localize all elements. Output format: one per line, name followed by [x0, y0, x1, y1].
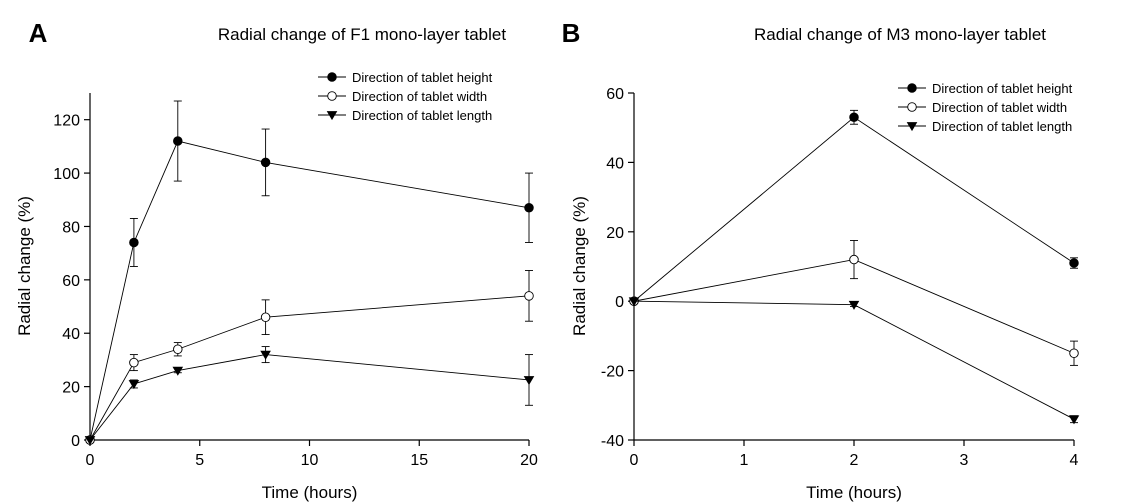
- legend-marker: [907, 83, 917, 93]
- x-tick-label: 0: [630, 452, 639, 469]
- y-axis-label: Radial change (%): [570, 196, 589, 336]
- data-point: [84, 436, 96, 446]
- data-point: [260, 350, 271, 360]
- series-line: [633, 300, 1075, 420]
- legend-marker: [907, 102, 917, 112]
- data-point: [523, 376, 535, 386]
- data-point: [172, 366, 184, 376]
- panel-letter: B: [562, 18, 581, 48]
- x-tick-label: 15: [410, 452, 428, 469]
- legend-label: Direction of tablet height: [932, 81, 1073, 96]
- y-tick-label: 60: [606, 86, 624, 103]
- data-point: [1068, 415, 1080, 425]
- legend-marker: [327, 91, 337, 101]
- y-tick-label: 0: [71, 433, 80, 450]
- legend-marker: [327, 72, 337, 82]
- legend-marker: [326, 111, 338, 121]
- series-0: [85, 100, 534, 445]
- series-2: [628, 297, 1080, 425]
- data-point: [849, 112, 859, 123]
- data-point: [173, 344, 183, 354]
- series-line: [89, 354, 530, 441]
- x-tick-label: 2: [850, 452, 859, 469]
- legend: Direction of tablet height Direction of t…: [898, 81, 1073, 134]
- series-1: [85, 270, 534, 445]
- data-point: [173, 136, 183, 146]
- series-line: [89, 140, 530, 441]
- data-point: [129, 357, 139, 368]
- y-tick-label: 40: [62, 326, 80, 343]
- y-axis-label: Radial change (%): [15, 196, 34, 336]
- chart-panel-b: B Radial change of M3 mono-layer tablet 0 1…: [562, 18, 1080, 502]
- panel-letter: A: [29, 18, 48, 48]
- y-tick-label: 80: [62, 219, 80, 236]
- y-tick-label: 40: [606, 155, 624, 172]
- legend-label: Direction of tablet length: [352, 108, 492, 123]
- x-axis-label: Time (hours): [262, 483, 358, 502]
- chart-title: Radial change of M3 mono-layer tablet: [754, 25, 1046, 44]
- y-tick-label: 100: [53, 166, 80, 183]
- data-point: [260, 312, 271, 322]
- data-point: [524, 203, 534, 213]
- legend-label: Direction of tablet width: [352, 89, 487, 104]
- data-point: [849, 254, 859, 265]
- y-tick-label: 120: [53, 113, 80, 130]
- legend-label: Direction of tablet width: [932, 100, 1067, 115]
- y-tick-label: 0: [615, 294, 624, 311]
- x-tick-label: 20: [520, 452, 538, 469]
- data-point: [628, 297, 640, 307]
- legend: Direction of tablet height Direction of t…: [318, 70, 493, 123]
- y-tick-label: 20: [606, 225, 624, 242]
- data-point: [848, 300, 860, 310]
- y-tick-label: 20: [62, 380, 80, 397]
- legend-marker: [906, 122, 918, 132]
- series-line: [89, 295, 530, 441]
- x-tick-label: 4: [1070, 452, 1079, 469]
- y-tick-label: -20: [601, 364, 624, 381]
- series-2: [84, 346, 535, 446]
- y-tick-label: -40: [601, 433, 624, 450]
- x-tick-label: 10: [301, 452, 319, 469]
- data-point: [1069, 348, 1079, 359]
- x-tick-label: 1: [740, 452, 749, 469]
- legend-label: Direction of tablet length: [932, 119, 1072, 134]
- legend-label: Direction of tablet height: [352, 70, 493, 85]
- x-tick-label: 3: [960, 452, 969, 469]
- data-point: [260, 157, 271, 168]
- x-tick-label: 5: [195, 452, 204, 469]
- y-tick-label: 60: [62, 273, 80, 290]
- x-axis-label: Time (hours): [806, 483, 902, 502]
- data-point: [524, 291, 534, 301]
- x-tick-label: 0: [86, 452, 95, 469]
- chart-panel-a: A Radial change of F1 mono-layer tablet 0 5…: [15, 18, 538, 502]
- data-point: [129, 237, 139, 248]
- data-point: [1069, 258, 1079, 268]
- data-point: [128, 380, 140, 390]
- chart-title: Radial change of F1 mono-layer tablet: [218, 25, 506, 44]
